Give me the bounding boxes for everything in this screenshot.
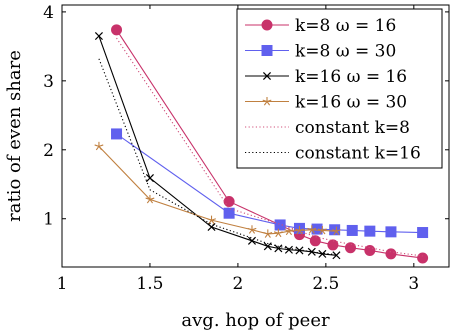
- legend-swatch-marker: [261, 45, 273, 56]
- x-tick-label: 3: [408, 274, 419, 294]
- data-point: [417, 252, 429, 264]
- plot-area: [61, 4, 450, 268]
- data-point: [284, 245, 293, 254]
- data-point: [274, 244, 283, 253]
- legend-swatch-marker: [262, 97, 272, 106]
- legend-label: constant k=16: [295, 144, 421, 164]
- data-point: [94, 32, 103, 41]
- data-point: [145, 194, 155, 204]
- data-point: [309, 235, 321, 247]
- legend-label: k=16 ω = 30: [295, 93, 407, 113]
- y-tick-label: 4: [43, 3, 54, 23]
- data-point: [247, 236, 257, 245]
- series-line: [116, 37, 423, 257]
- legend-label: k=8 ω = 16: [295, 16, 396, 36]
- series-5: [116, 37, 423, 257]
- y-tick-label: 1: [43, 210, 54, 230]
- data-point: [331, 226, 341, 236]
- data-point: [263, 242, 272, 251]
- legend-entry: k=8 ω = 16: [245, 16, 396, 36]
- x-axis-ticks: 1 1.5 2 2.5 3: [57, 5, 419, 294]
- series-layer: [94, 24, 429, 264]
- data-point: [346, 224, 358, 236]
- x-tick-label: 1.5: [136, 274, 163, 294]
- legend-entry: constant k=16: [245, 144, 421, 164]
- y-tick-label: 2: [43, 141, 54, 161]
- data-point: [111, 24, 123, 36]
- data-point: [223, 196, 235, 207]
- y-axis-label: ratio of even share: [4, 50, 25, 222]
- x-tick-label: 1: [57, 274, 68, 294]
- legend-box: [236, 8, 443, 169]
- legend-entry: k=16 ω = 16: [245, 67, 407, 87]
- data-point: [364, 244, 376, 256]
- data-point: [307, 247, 316, 256]
- data-point: [295, 246, 304, 255]
- x-tick-label: 2: [232, 274, 243, 294]
- data-point: [417, 227, 429, 239]
- legend-entry: k=16 ω = 30: [245, 93, 407, 113]
- data-point: [145, 174, 154, 183]
- legend-swatch-marker: [262, 71, 272, 81]
- data-point: [317, 225, 327, 235]
- data-point: [307, 225, 317, 234]
- data-point: [344, 242, 356, 254]
- data-point: [273, 228, 283, 238]
- data-point: [247, 225, 257, 234]
- plot-frame: [61, 4, 450, 268]
- legend-label: k=16 ω = 16: [295, 67, 407, 87]
- data-point: [207, 215, 216, 225]
- series-line: [98, 58, 337, 256]
- data-point: [94, 141, 104, 151]
- legend-label: k=8 ω = 30: [295, 42, 396, 62]
- data-point: [318, 249, 327, 258]
- data-point: [385, 226, 397, 238]
- series-line: [116, 29, 423, 259]
- data-point: [364, 225, 376, 237]
- data-point: [332, 251, 341, 260]
- data-point: [274, 219, 286, 231]
- data-point: [263, 229, 273, 238]
- legend-label: constant k=8: [295, 118, 410, 138]
- x-tick-label: 2.5: [312, 274, 339, 294]
- legend: k=8 ω = 16 k=8 ω = 30 k=16 ω = 16 k=16 ω = …: [236, 8, 443, 169]
- data-point: [223, 207, 235, 219]
- x-axis-label: avg. hop of peer: [181, 310, 330, 331]
- legend-entry: constant k=8: [245, 118, 410, 138]
- y-axis-ticks: 1 2 3 4: [43, 3, 449, 230]
- data-point: [207, 222, 216, 232]
- series-3: [94, 32, 341, 260]
- data-point: [385, 248, 397, 260]
- data-point: [327, 239, 339, 251]
- legend-entry: k=8 ω = 30: [245, 42, 396, 62]
- data-point: [111, 128, 123, 140]
- legend-swatch-marker: [261, 19, 273, 31]
- series-6: [98, 58, 337, 256]
- y-tick-label: 3: [43, 72, 54, 92]
